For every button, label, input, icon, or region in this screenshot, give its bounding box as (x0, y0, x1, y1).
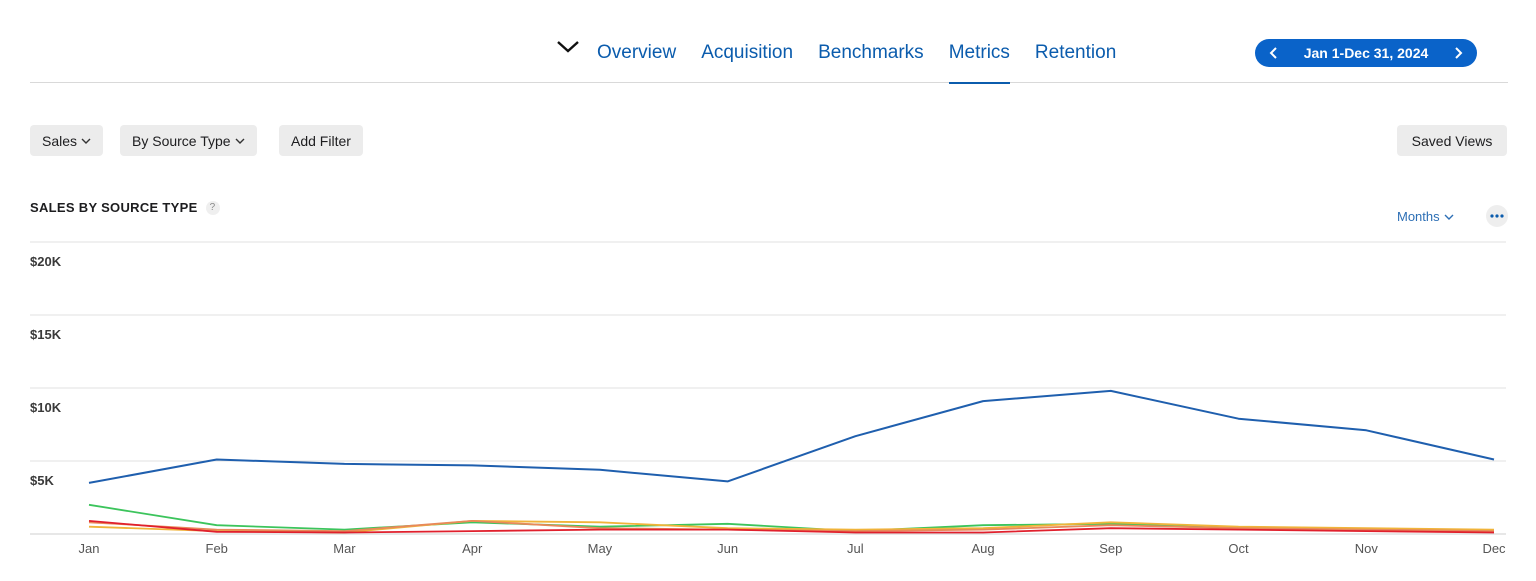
x-tick-label: Nov (1355, 541, 1379, 556)
x-tick-label: Aug (972, 541, 995, 556)
x-tick-label: Jun (717, 541, 738, 556)
date-range-label[interactable]: Jan 1-Dec 31, 2024 (1303, 45, 1429, 61)
tab-bar: Overview Acquisition Benchmarks Metrics … (597, 0, 1141, 84)
group-by-dropdown[interactable]: By Source Type (120, 125, 257, 156)
x-tick-label: Jul (847, 541, 864, 556)
ellipsis-icon (1490, 214, 1504, 218)
tab-acquisition[interactable]: Acquisition (701, 42, 794, 63)
x-tick-label: Sep (1099, 541, 1122, 556)
interval-dropdown[interactable]: Months (1397, 209, 1454, 224)
sales-line-chart: $5K $10K $15K $20K Jan Feb Mar Apr May Jun Jul Aug S… (30, 241, 1506, 556)
x-tick-label: Oct (1228, 541, 1249, 556)
x-tick-label: Jan (79, 541, 100, 556)
chevron-down-icon (81, 138, 91, 144)
help-icon[interactable]: ? (205, 200, 220, 215)
tab-benchmarks[interactable]: Benchmarks (818, 42, 924, 63)
chevron-right-icon[interactable] (1451, 46, 1465, 60)
x-tick-label: Feb (206, 541, 228, 556)
tab-metrics[interactable]: Metrics (948, 0, 1011, 84)
y-tick-label: $10K (30, 400, 62, 415)
metric-dropdown-label: Sales (42, 132, 78, 149)
metric-dropdown[interactable]: Sales (30, 125, 104, 156)
y-tick-label: $15K (30, 327, 62, 342)
saved-views-button[interactable]: Saved Views (1397, 125, 1507, 156)
series-line (88, 520, 1495, 534)
top-navigation-bar (30, 0, 1508, 83)
chevron-down-icon (235, 138, 245, 144)
chart-title: SALES BY SOURCE TYPE (30, 200, 198, 215)
chart-heading: SALES BY SOURCE TYPE ? (30, 200, 220, 215)
x-tick-label: Mar (333, 541, 356, 556)
x-tick-label: Apr (462, 541, 483, 556)
x-tick-label: Dec (1482, 541, 1506, 556)
tab-retention[interactable]: Retention (1034, 42, 1117, 63)
interval-dropdown-label: Months (1397, 209, 1440, 224)
chevron-left-icon[interactable] (1267, 46, 1281, 60)
date-range-picker: Jan 1-Dec 31, 2024 (1255, 39, 1477, 67)
series-line (88, 389, 1495, 484)
tab-overview[interactable]: Overview (597, 42, 677, 63)
y-tick-label: $5K (30, 473, 54, 488)
more-options-button[interactable] (1486, 205, 1508, 227)
chevron-down-icon (1444, 214, 1454, 220)
group-by-dropdown-label: By Source Type (132, 132, 231, 149)
add-filter-button[interactable]: Add Filter (279, 125, 363, 156)
x-tick-label: May (588, 541, 613, 556)
chevron-down-icon[interactable] (553, 36, 583, 58)
y-tick-label: $20K (30, 254, 62, 269)
